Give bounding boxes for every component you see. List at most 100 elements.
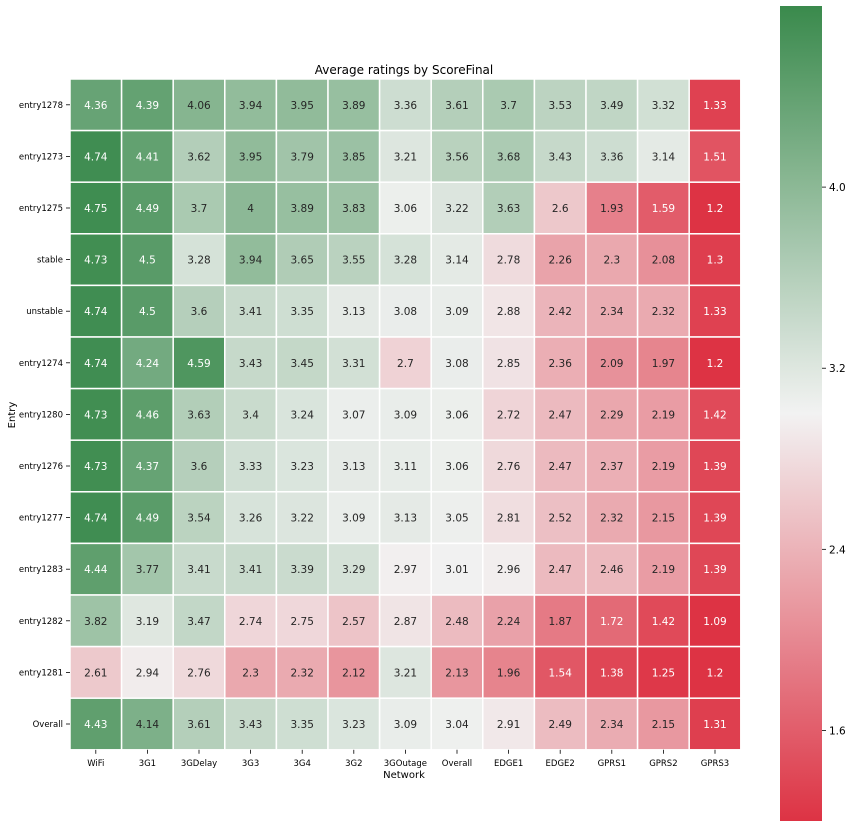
cell-value-label: 3.7 bbox=[500, 100, 517, 112]
cell-value-label: 3.63 bbox=[497, 203, 520, 215]
heatmap-cell bbox=[688, 336, 742, 390]
cell-value-label: 2.13 bbox=[445, 667, 468, 679]
cell-value-label: 1.39 bbox=[703, 513, 726, 525]
heatmap-cell bbox=[636, 78, 690, 132]
cell-value-label: 3.22 bbox=[291, 513, 314, 525]
cell-value-label: 4.74 bbox=[84, 151, 108, 163]
cell-value-label: 1.93 bbox=[600, 203, 623, 215]
cell-value-label: 2.6 bbox=[552, 203, 569, 215]
cell-value-label: 1.33 bbox=[703, 306, 726, 318]
heatmap-cell bbox=[224, 439, 278, 493]
heatmap-cell bbox=[378, 439, 432, 493]
cell-value-label: 3.56 bbox=[445, 151, 469, 163]
heatmap-cell bbox=[688, 129, 742, 183]
cell-value-label: 3.63 bbox=[187, 409, 210, 421]
column-tick-label: 3GDelay bbox=[181, 759, 217, 769]
heatmap-cell bbox=[327, 78, 381, 132]
heatmap-cell bbox=[585, 387, 639, 441]
cell-value-label: 3.21 bbox=[394, 667, 417, 679]
heatmap-cell bbox=[636, 594, 690, 648]
row-tick-label: entry1276 bbox=[19, 462, 63, 472]
heatmap-cell bbox=[482, 129, 536, 183]
cell-value-label: 1.3 bbox=[707, 255, 724, 267]
heatmap-cell bbox=[688, 594, 742, 648]
cell-value-label: 3.13 bbox=[394, 513, 417, 525]
heatmap-cell bbox=[482, 594, 536, 648]
heatmap-cell bbox=[120, 284, 174, 338]
heatmap-cell bbox=[378, 129, 432, 183]
cell-value-label: 1.09 bbox=[703, 616, 726, 628]
cell-value-label: 2.32 bbox=[600, 513, 623, 525]
cell-value-label: 2.57 bbox=[342, 616, 365, 628]
y-axis-label: Entry bbox=[7, 402, 18, 429]
row-tick-label: entry1282 bbox=[19, 617, 63, 627]
heatmap-cell bbox=[120, 594, 174, 648]
cell-value-label: 3.11 bbox=[394, 461, 417, 473]
cell-value-label: 3.54 bbox=[187, 513, 211, 525]
cell-value-label: 3.14 bbox=[652, 151, 676, 163]
cell-value-label: 2.76 bbox=[187, 667, 211, 679]
heatmap-cell bbox=[482, 387, 536, 441]
row-tick-label: entry1283 bbox=[19, 565, 63, 575]
heatmap-cell bbox=[482, 233, 536, 287]
cell-value-label: 2.47 bbox=[549, 409, 572, 421]
heatmap-cell bbox=[430, 439, 484, 493]
heatmap-cell bbox=[275, 439, 329, 493]
cell-value-label: 4.44 bbox=[84, 564, 108, 576]
cell-value-label: 1.59 bbox=[652, 203, 675, 215]
heatmap-cell bbox=[275, 129, 329, 183]
cell-value-label: 2.19 bbox=[652, 461, 675, 473]
column-tick-label: 3GOutage bbox=[384, 759, 427, 769]
cell-value-label: 2.96 bbox=[497, 564, 521, 576]
cell-value-label: 2.32 bbox=[291, 667, 314, 679]
cell-value-label: 3.13 bbox=[342, 461, 365, 473]
cell-value-label: 4.39 bbox=[136, 100, 159, 112]
heatmap-cell bbox=[224, 594, 278, 648]
cell-value-label: 3.45 bbox=[291, 358, 314, 370]
row-labels: entry1278 entry1273 entry1275 stable unstabl… bbox=[19, 101, 70, 730]
cell-value-label: 3.09 bbox=[445, 306, 468, 318]
heatmap-cell bbox=[378, 284, 432, 338]
heatmap-cell bbox=[69, 697, 123, 751]
cell-value-label: 4.74 bbox=[84, 358, 108, 370]
cell-value-label: 3.39 bbox=[291, 564, 314, 576]
colorbar: 4.0 3.2 2.4 1.6 bbox=[780, 6, 846, 821]
heatmap-cell bbox=[533, 387, 587, 441]
cell-value-label: 4.49 bbox=[136, 203, 159, 215]
cell-value-label: 2.15 bbox=[652, 719, 675, 731]
heatmap-cell bbox=[69, 129, 123, 183]
heatmap-cell bbox=[585, 336, 639, 390]
heatmap-cell bbox=[120, 542, 174, 596]
heatmap-cell bbox=[585, 181, 639, 235]
row-tick-label: stable bbox=[37, 256, 63, 266]
heatmap-cell bbox=[585, 233, 639, 287]
cell-value-label: 2.52 bbox=[549, 513, 572, 525]
heatmap-cell bbox=[327, 387, 381, 441]
heatmap-cell bbox=[172, 284, 226, 338]
cell-value-label: 3.09 bbox=[394, 409, 417, 421]
cell-value-label: 2.46 bbox=[600, 564, 624, 576]
heatmap-cell bbox=[636, 491, 690, 545]
cell-value-label: 3.49 bbox=[600, 100, 623, 112]
cell-value-label: 3.24 bbox=[291, 409, 315, 421]
cell-value-label: 2.26 bbox=[549, 255, 573, 267]
heatmap-cell bbox=[378, 387, 432, 441]
cell-value-label: 4.43 bbox=[84, 719, 107, 731]
heatmap-cell bbox=[172, 387, 226, 441]
heatmap-cell bbox=[636, 542, 690, 596]
heatmap-cell bbox=[636, 284, 690, 338]
heatmap-cell bbox=[327, 233, 381, 287]
heatmap-cell bbox=[172, 233, 226, 287]
cell-value-label: 2.49 bbox=[549, 719, 572, 731]
cell-value-label: 3.22 bbox=[445, 203, 468, 215]
heatmap-cell bbox=[224, 697, 278, 751]
heatmap-cell bbox=[69, 387, 123, 441]
row-tick-label: entry1275 bbox=[19, 204, 63, 214]
cell-value-label: 3.33 bbox=[239, 461, 262, 473]
cell-value-label: 4.5 bbox=[139, 255, 156, 267]
column-tick-label: 3G4 bbox=[293, 759, 310, 769]
heatmap-cell bbox=[275, 697, 329, 751]
heatmap-cell bbox=[224, 284, 278, 338]
heatmap-cells: 4.36 4.39 4.06 3.94 3.95 3.89 3.36 3.61 3.7 3.53 3… bbox=[69, 78, 742, 751]
